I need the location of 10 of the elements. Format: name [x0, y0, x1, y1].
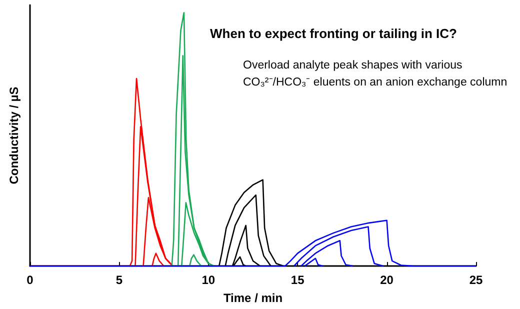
x-tick-label: 0 [26, 273, 34, 287]
x-tick-label: 20 [380, 273, 394, 287]
x-tick-label: 5 [116, 273, 123, 287]
x-axis-title: Time / min [223, 291, 283, 305]
text: Overload analyte peak shapes with various CO₃²⁻/HCO₃⁻ eluents on an anion exchange column [243, 60, 508, 88]
x-tick-label: 10 [202, 273, 216, 287]
x-tick-label: 15 [290, 273, 305, 287]
x-tick-label: 25 [469, 273, 483, 287]
y-axis-title: Conductivity / µS [7, 86, 21, 184]
text: When to expect fronting or tailing in IC? [210, 26, 458, 41]
